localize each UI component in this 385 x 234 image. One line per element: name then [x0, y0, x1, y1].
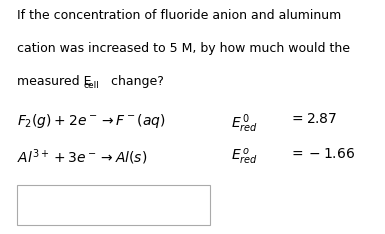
Text: $Al^{3+} + 3e^- \rightarrow Al(s)$: $Al^{3+} + 3e^- \rightarrow Al(s)$ [17, 147, 147, 167]
Text: If the concentration of fluoride anion and aluminum: If the concentration of fluoride anion a… [17, 9, 341, 22]
Text: change?: change? [107, 75, 164, 88]
Text: $= 2.87$: $= 2.87$ [289, 112, 337, 126]
Text: $= -1.66$: $= -1.66$ [289, 147, 355, 161]
Text: cell: cell [84, 81, 99, 90]
Text: $F_2(g) + 2e^- \rightarrow F^-(aq)$: $F_2(g) + 2e^- \rightarrow F^-(aq)$ [17, 112, 166, 130]
Text: measured E: measured E [17, 75, 92, 88]
FancyBboxPatch shape [17, 185, 210, 225]
Text: cation was increased to 5 M, by how much would the: cation was increased to 5 M, by how much… [17, 42, 350, 55]
Text: $E^{\,o}_{red}$: $E^{\,o}_{red}$ [231, 147, 258, 167]
Text: $E^{\,0}_{red}$: $E^{\,0}_{red}$ [231, 112, 258, 135]
